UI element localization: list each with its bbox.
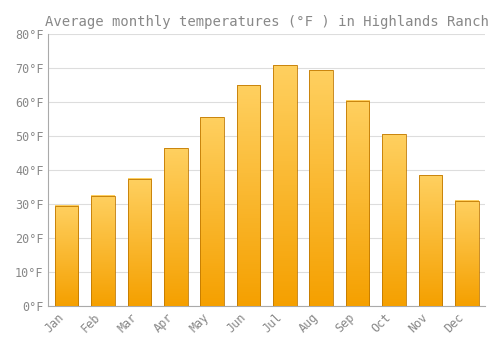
Bar bbox=[455, 201, 478, 306]
Bar bbox=[128, 178, 151, 306]
Bar bbox=[54, 206, 78, 306]
Bar bbox=[346, 100, 370, 306]
Bar bbox=[382, 134, 406, 306]
Bar bbox=[164, 148, 188, 306]
Bar bbox=[236, 85, 260, 306]
Bar bbox=[418, 175, 442, 306]
Bar bbox=[310, 70, 333, 306]
Bar bbox=[200, 118, 224, 306]
Bar bbox=[91, 196, 115, 306]
Title: Average monthly temperatures (°F ) in Highlands Ranch: Average monthly temperatures (°F ) in Hi… bbox=[44, 15, 488, 29]
Bar bbox=[273, 65, 296, 306]
